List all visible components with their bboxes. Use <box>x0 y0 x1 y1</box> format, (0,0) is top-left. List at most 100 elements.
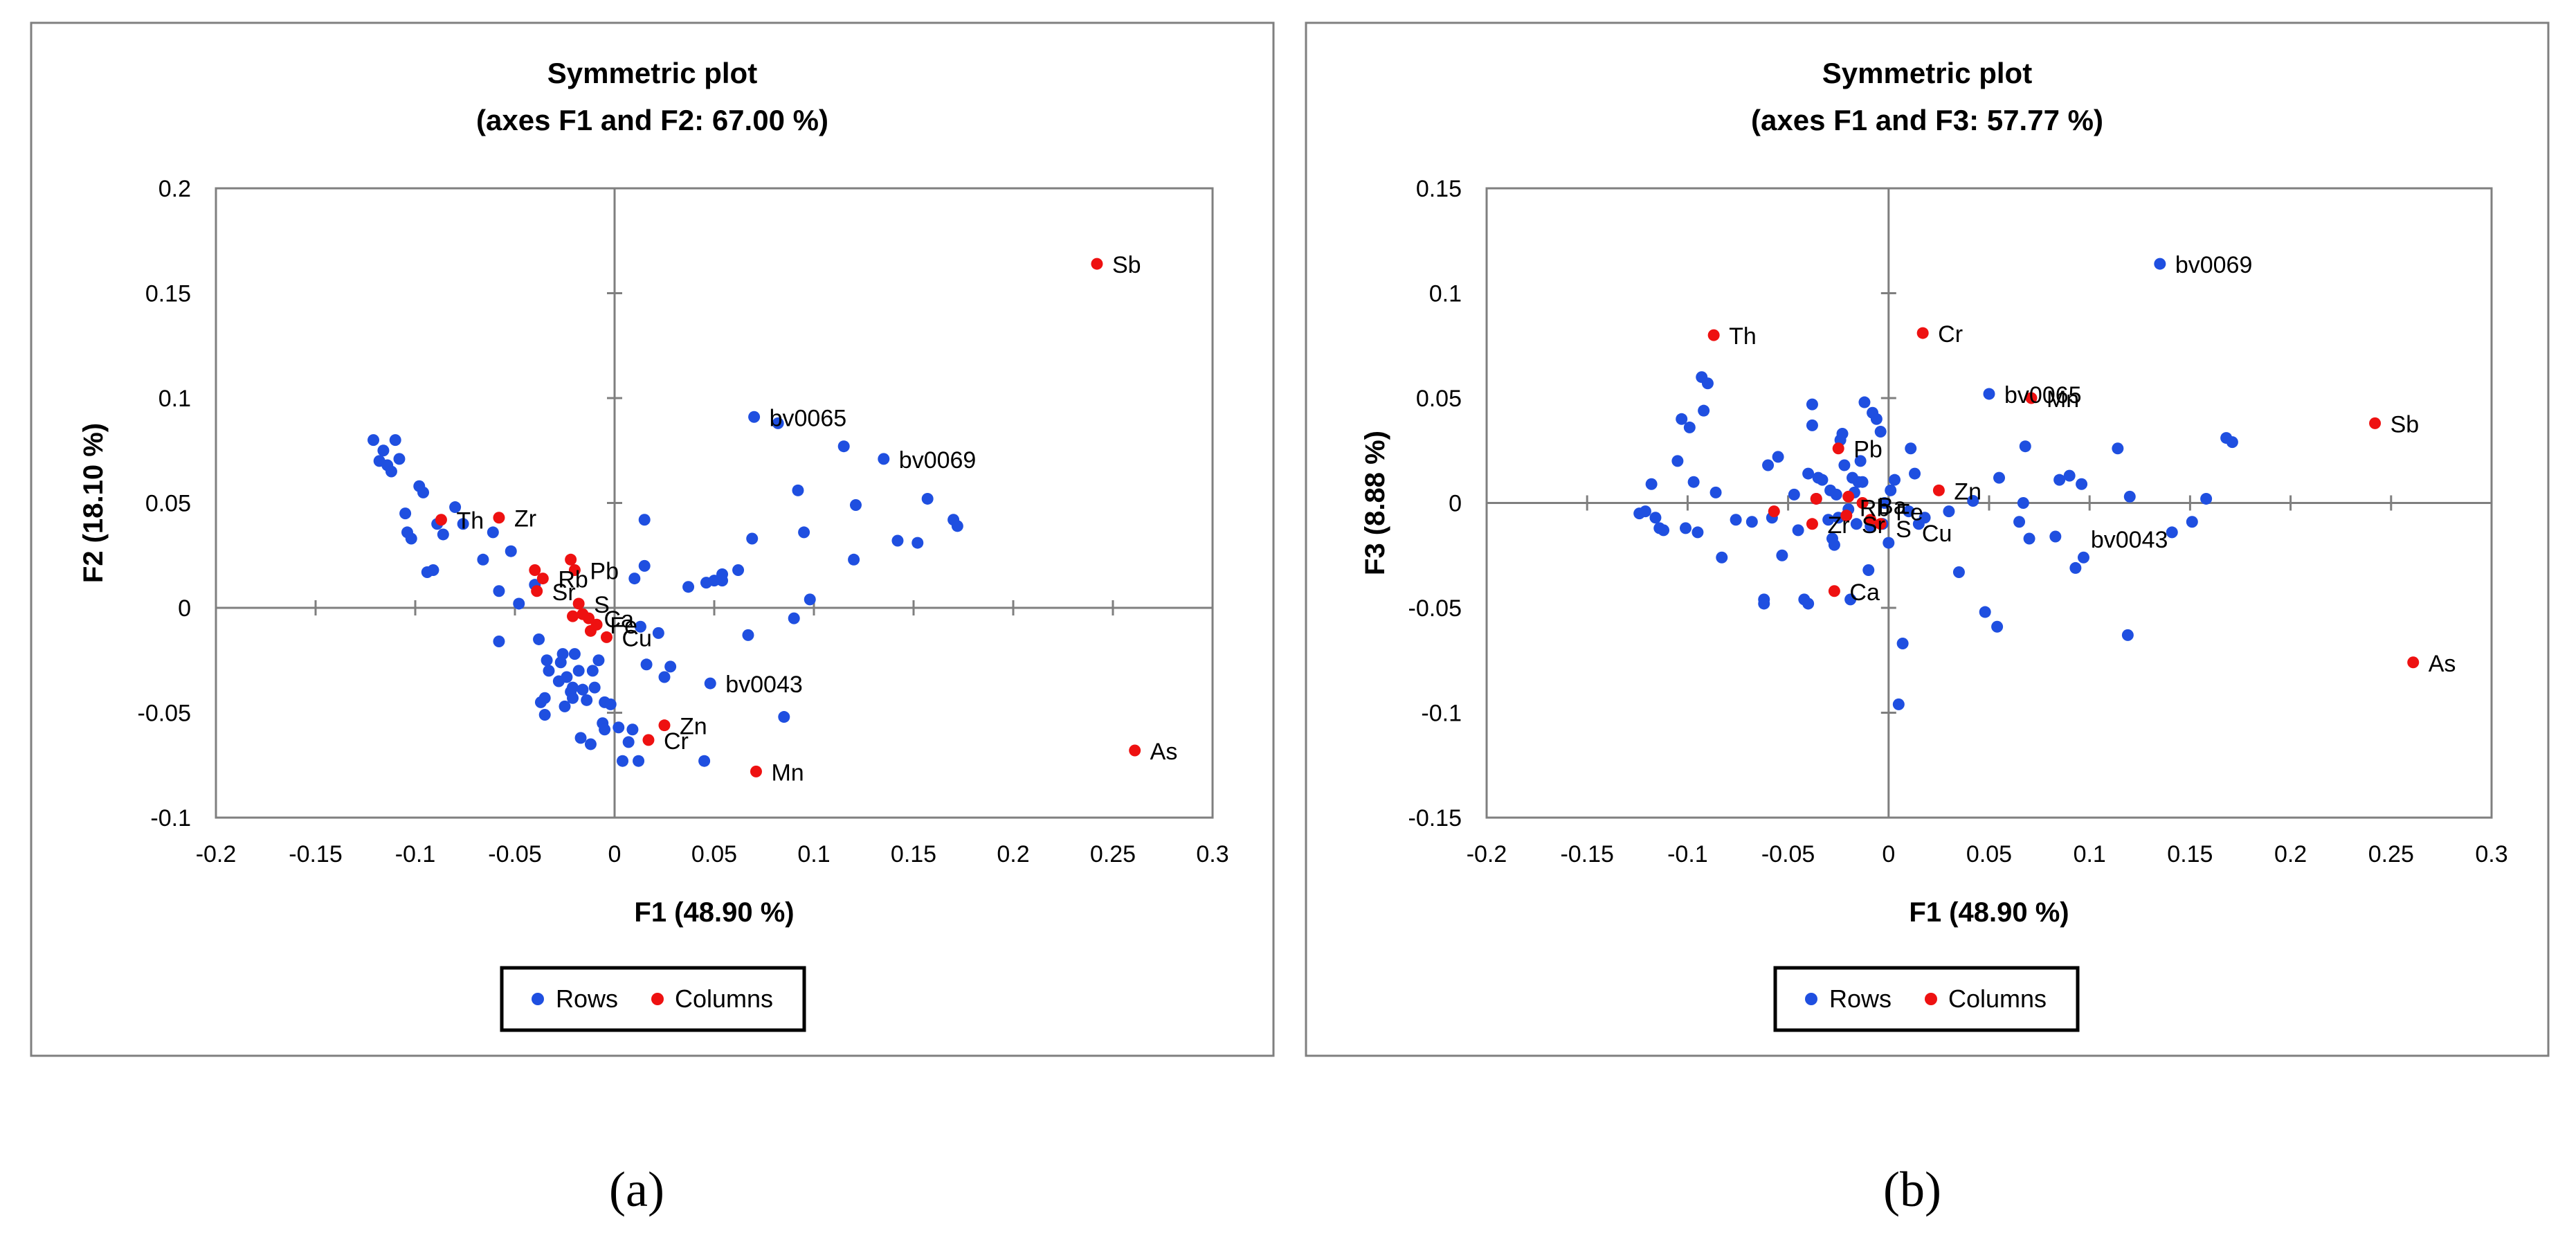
row-point <box>1874 425 1887 438</box>
point-label: Cr <box>664 728 689 755</box>
row-point <box>437 528 449 541</box>
row-point <box>538 692 551 704</box>
row-point <box>538 709 551 721</box>
series-rows <box>1633 258 2238 710</box>
column-point <box>1874 518 1887 530</box>
chart-panel-b: Symmetric plot (axes F1 and F3: 57.77 %) -… <box>1305 21 2550 1057</box>
row-point <box>951 520 963 532</box>
point-label: Pb <box>1853 437 1883 463</box>
row-point <box>2186 516 2198 528</box>
y-tick-label: 0.05 <box>145 491 191 517</box>
row-point <box>698 755 711 767</box>
row-point <box>664 660 677 673</box>
row-point <box>748 411 761 423</box>
row-point <box>505 545 517 557</box>
row-point <box>682 581 695 593</box>
column-point <box>658 719 671 732</box>
row-point <box>572 665 585 677</box>
point-label: Sb <box>1112 252 1141 278</box>
row-point <box>584 738 597 750</box>
row-point <box>556 648 569 660</box>
column-point <box>1768 505 1780 518</box>
point-label: Sb <box>2391 411 2420 438</box>
point-label: Sr <box>1862 512 1885 539</box>
column-point <box>1129 744 1141 757</box>
row-point <box>1806 398 1818 411</box>
point-label: bv0069 <box>899 447 977 474</box>
row-point <box>1745 516 1758 528</box>
y-tick-label: 0.1 <box>1429 281 1462 307</box>
y-axis-title: F2 (18.10 %) <box>78 423 109 583</box>
row-point <box>1883 537 1895 549</box>
row-point <box>742 629 754 641</box>
row-point <box>638 514 651 526</box>
column-point <box>529 564 541 576</box>
chart-subtitle: (axes F1 and F2: 67.00 %) <box>476 104 828 136</box>
row-point <box>1772 451 1784 463</box>
y-tick-label: 0.15 <box>1416 176 1462 202</box>
x-tick-label: 0.1 <box>797 841 830 867</box>
x-tick-label: -0.2 <box>1467 841 1507 867</box>
row-point <box>533 633 545 645</box>
point-label: bv0065 <box>770 405 847 431</box>
point-label: Rb <box>558 567 588 593</box>
row-point <box>1709 486 1722 498</box>
row-point <box>1691 526 1704 539</box>
point-label: Fe <box>610 613 637 639</box>
row-point <box>477 553 489 566</box>
row-point <box>1885 484 1897 496</box>
x-tick-label: 0.3 <box>1196 841 1228 867</box>
row-point <box>1806 419 1818 431</box>
column-point <box>565 553 577 566</box>
row-point <box>592 654 605 667</box>
point-label: Rb <box>1860 496 1889 522</box>
y-tick-label: 0.05 <box>1416 386 1462 412</box>
point-label: As <box>1150 739 1178 765</box>
row-point <box>1762 459 1775 471</box>
x-tick-label: -0.2 <box>196 841 237 867</box>
row-point <box>1645 478 1658 490</box>
point-label: Mn <box>771 759 804 786</box>
row-point <box>2076 478 2088 490</box>
row-point <box>2077 551 2089 564</box>
row-point <box>405 532 417 545</box>
y-tick-label: 0.2 <box>158 176 191 202</box>
row-point <box>2200 492 2213 505</box>
legend-columns-label: Columns <box>675 984 773 1013</box>
row-point <box>1909 467 1921 480</box>
row-point <box>541 654 553 667</box>
row-point <box>1979 606 1991 618</box>
row-point <box>2053 474 2066 486</box>
y-tick-label: 0.15 <box>145 281 191 307</box>
row-point <box>393 453 406 465</box>
row-point <box>1858 396 1871 408</box>
row-point <box>788 612 800 624</box>
row-point <box>746 532 759 545</box>
row-point <box>1952 566 1965 578</box>
y-tick-label: -0.1 <box>1421 701 1462 727</box>
column-point <box>531 585 543 597</box>
row-point <box>493 585 505 597</box>
row-point <box>1993 471 2006 484</box>
row-point <box>921 492 934 505</box>
legend-rows-label: Rows <box>1829 984 1892 1013</box>
column-point <box>1932 484 1945 496</box>
row-point <box>1730 514 1742 526</box>
row-point <box>1854 455 1867 467</box>
column-point <box>2369 417 2382 429</box>
row-point <box>604 698 617 710</box>
y-axis-title: F3 (8.88 %) <box>1360 431 1390 575</box>
row-point <box>613 721 625 734</box>
point-label: Zr <box>514 506 536 532</box>
row-point <box>617 755 629 767</box>
point-label: Sr <box>552 579 576 606</box>
chart-title: Symmetric plot <box>1822 57 2032 89</box>
row-point <box>2123 490 2136 503</box>
row-point <box>798 526 810 539</box>
column-point <box>1916 327 1929 339</box>
column-point <box>1707 329 1720 341</box>
row-point <box>561 671 573 683</box>
row-point <box>559 700 571 712</box>
point-label: As <box>2429 651 2456 677</box>
row-point <box>2112 442 2124 455</box>
